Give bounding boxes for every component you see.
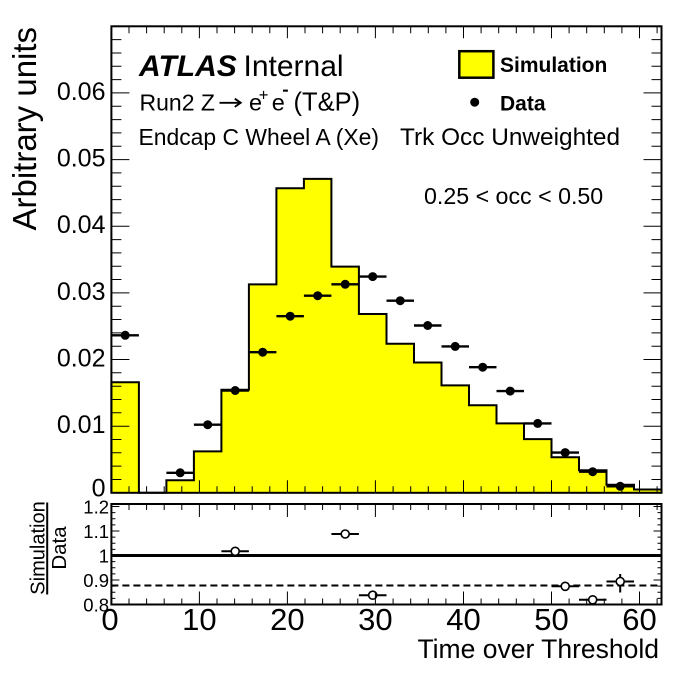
- svg-text:+: +: [259, 86, 269, 104]
- svg-text:0.04: 0.04: [57, 211, 106, 239]
- svg-text:Trk Occ Unweighted: Trk Occ Unweighted: [400, 124, 620, 151]
- svg-text:Endcap C Wheel A (Xe): Endcap C Wheel A (Xe): [139, 124, 379, 150]
- svg-text:(T&P): (T&P): [294, 88, 361, 116]
- svg-text:10: 10: [182, 602, 216, 637]
- svg-text:40: 40: [446, 602, 480, 637]
- svg-text:Arbitrary units: Arbitrary units: [6, 27, 43, 231]
- svg-text:Run2 Z: Run2 Z: [140, 89, 215, 115]
- svg-text:0.01: 0.01: [57, 411, 106, 439]
- svg-text:ATLAS: ATLAS: [138, 50, 237, 83]
- svg-text:e: e: [272, 89, 285, 115]
- svg-text:Time over Threshold: Time over Threshold: [417, 634, 659, 664]
- svg-text:20: 20: [270, 602, 304, 637]
- svg-text:e: e: [249, 89, 262, 115]
- svg-text:0.8: 0.8: [83, 594, 109, 615]
- svg-text:1: 1: [99, 545, 109, 566]
- svg-text:0.9: 0.9: [83, 570, 109, 591]
- svg-text:Simulation: Simulation: [28, 501, 50, 594]
- svg-text:50: 50: [534, 602, 568, 637]
- svg-text:Data: Data: [48, 526, 71, 570]
- svg-text:Data: Data: [500, 93, 546, 116]
- svg-text:Internal: Internal: [244, 50, 344, 83]
- svg-text:0.02: 0.02: [57, 345, 106, 373]
- svg-text:1.2: 1.2: [83, 496, 109, 517]
- svg-text:0.06: 0.06: [57, 78, 106, 106]
- svg-text:30: 30: [358, 602, 392, 637]
- svg-text:1.1: 1.1: [83, 521, 109, 542]
- svg-text:0: 0: [101, 602, 118, 637]
- svg-text:0.03: 0.03: [57, 278, 106, 306]
- svg-text:0: 0: [92, 475, 106, 503]
- svg-text:0.05: 0.05: [57, 145, 106, 173]
- svg-text:Simulation: Simulation: [500, 54, 607, 77]
- svg-text:0.25 < occ < 0.50: 0.25 < occ < 0.50: [424, 183, 603, 209]
- svg-text:60: 60: [622, 602, 656, 637]
